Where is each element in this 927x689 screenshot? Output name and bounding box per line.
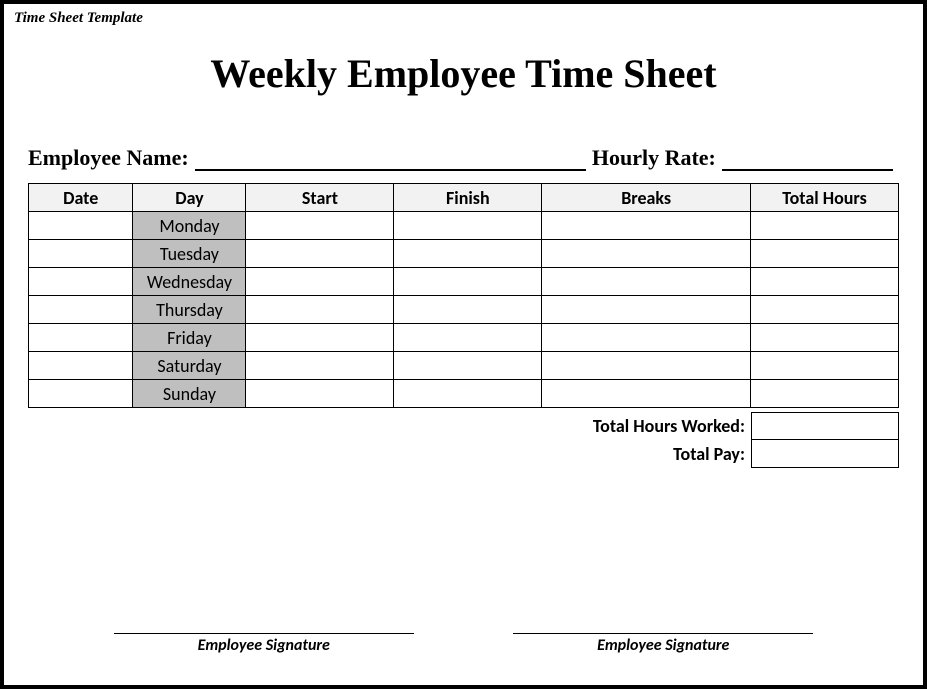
cell-finish[interactable] bbox=[394, 212, 542, 240]
cell-start[interactable] bbox=[246, 296, 394, 324]
cell-finish[interactable] bbox=[394, 296, 542, 324]
signature-left: Employee Signature bbox=[114, 632, 414, 655]
cell-total[interactable] bbox=[751, 380, 899, 408]
page-title: Weekly Employee Time Sheet bbox=[28, 50, 899, 97]
total-hours-row: Total Hours Worked: bbox=[28, 412, 899, 440]
total-hours-value[interactable] bbox=[751, 412, 899, 440]
signature-right-label: Employee Signature bbox=[513, 636, 813, 655]
signature-left-line[interactable] bbox=[114, 632, 414, 634]
cell-start[interactable] bbox=[246, 212, 394, 240]
cell-total[interactable] bbox=[751, 296, 899, 324]
cell-breaks[interactable] bbox=[542, 296, 751, 324]
table-row: Sunday bbox=[29, 380, 899, 408]
cell-date[interactable] bbox=[29, 240, 133, 268]
cell-date[interactable] bbox=[29, 352, 133, 380]
timesheet-page: Time Sheet Template Weekly Employee Time… bbox=[0, 0, 927, 689]
timesheet-table: Date Day Start Finish Breaks Total Hours… bbox=[28, 183, 899, 408]
cell-finish[interactable] bbox=[394, 240, 542, 268]
table-row: Monday bbox=[29, 212, 899, 240]
signature-left-label: Employee Signature bbox=[114, 636, 414, 655]
col-header-date: Date bbox=[29, 184, 133, 212]
table-row: Tuesday bbox=[29, 240, 899, 268]
cell-finish[interactable] bbox=[394, 324, 542, 352]
table-row: Friday bbox=[29, 324, 899, 352]
cell-breaks[interactable] bbox=[542, 324, 751, 352]
cell-date[interactable] bbox=[29, 324, 133, 352]
col-header-start: Start bbox=[246, 184, 394, 212]
table-row: Thursday bbox=[29, 296, 899, 324]
cell-date[interactable] bbox=[29, 296, 133, 324]
table-header-row: Date Day Start Finish Breaks Total Hours bbox=[29, 184, 899, 212]
cell-total[interactable] bbox=[751, 352, 899, 380]
cell-start[interactable] bbox=[246, 380, 394, 408]
col-header-total: Total Hours bbox=[751, 184, 899, 212]
cell-total[interactable] bbox=[751, 240, 899, 268]
cell-finish[interactable] bbox=[394, 352, 542, 380]
table-row: Saturday bbox=[29, 352, 899, 380]
cell-total[interactable] bbox=[751, 268, 899, 296]
cell-total[interactable] bbox=[751, 212, 899, 240]
fields-row: Employee Name: Hourly Rate: bbox=[28, 145, 899, 171]
signatures-row: Employee Signature Employee Signature bbox=[4, 632, 923, 655]
col-header-day: Day bbox=[133, 184, 246, 212]
employee-name-input-line[interactable] bbox=[195, 149, 586, 171]
cell-breaks[interactable] bbox=[542, 212, 751, 240]
cell-start[interactable] bbox=[246, 352, 394, 380]
total-pay-value[interactable] bbox=[751, 440, 899, 468]
cell-day: Sunday bbox=[133, 380, 246, 408]
signature-right-line[interactable] bbox=[513, 632, 813, 634]
cell-start[interactable] bbox=[246, 268, 394, 296]
corner-label: Time Sheet Template bbox=[14, 10, 143, 27]
total-hours-label: Total Hours Worked: bbox=[593, 412, 751, 440]
cell-day: Saturday bbox=[133, 352, 246, 380]
cell-breaks[interactable] bbox=[542, 268, 751, 296]
cell-day: Thursday bbox=[133, 296, 246, 324]
cell-date[interactable] bbox=[29, 212, 133, 240]
cell-start[interactable] bbox=[246, 324, 394, 352]
cell-day: Monday bbox=[133, 212, 246, 240]
cell-day: Wednesday bbox=[133, 268, 246, 296]
cell-day: Tuesday bbox=[133, 240, 246, 268]
cell-finish[interactable] bbox=[394, 268, 542, 296]
hourly-rate-input-line[interactable] bbox=[722, 149, 893, 171]
signature-right: Employee Signature bbox=[513, 632, 813, 655]
cell-breaks[interactable] bbox=[542, 240, 751, 268]
total-pay-row: Total Pay: bbox=[28, 440, 899, 468]
cell-breaks[interactable] bbox=[542, 380, 751, 408]
cell-total[interactable] bbox=[751, 324, 899, 352]
cell-date[interactable] bbox=[29, 268, 133, 296]
cell-day: Friday bbox=[133, 324, 246, 352]
col-header-breaks: Breaks bbox=[542, 184, 751, 212]
totals-section: Total Hours Worked: Total Pay: bbox=[28, 412, 899, 468]
cell-finish[interactable] bbox=[394, 380, 542, 408]
cell-date[interactable] bbox=[29, 380, 133, 408]
cell-breaks[interactable] bbox=[542, 352, 751, 380]
total-pay-label: Total Pay: bbox=[673, 440, 751, 468]
cell-start[interactable] bbox=[246, 240, 394, 268]
col-header-finish: Finish bbox=[394, 184, 542, 212]
employee-name-label: Employee Name: bbox=[28, 145, 189, 171]
table-row: Wednesday bbox=[29, 268, 899, 296]
hourly-rate-label: Hourly Rate: bbox=[592, 145, 716, 171]
